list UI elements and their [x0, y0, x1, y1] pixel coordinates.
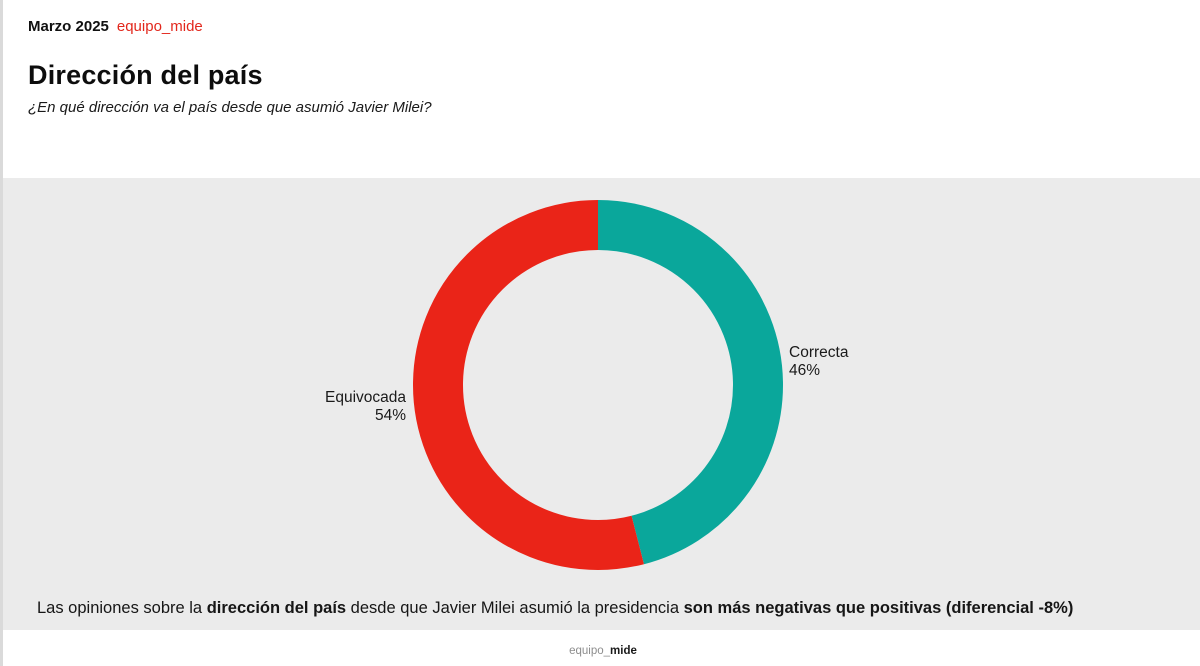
brand-logo-text: equipo_mide: [116, 18, 203, 35]
donut-chart: [413, 200, 783, 570]
footer-brand-prefix: equipo_: [569, 645, 611, 657]
caption-part: dirección del país: [206, 599, 347, 617]
report-date: Marzo 2025: [28, 18, 109, 35]
page-subtitle: ¿En qué dirección va el país desde que a…: [28, 99, 432, 116]
chart-panel: Correcta 46% Equivocada 54% Las opinione…: [3, 178, 1200, 630]
donut-segment-equivocada: [413, 200, 783, 570]
footer-brand: equipo_mide: [569, 645, 637, 657]
segment-name-equivocada: Equivocada: [324, 389, 406, 406]
segment-value-correcta: 46%: [789, 362, 821, 379]
report-header: Marzo 2025 equipo_mide Dirección del país…: [28, 18, 432, 116]
footer-brand-suffix: mide: [610, 645, 637, 657]
caption-part: desde que Javier Milei asumió la preside…: [346, 599, 684, 617]
segment-value-equivocada: 54%: [374, 407, 406, 424]
caption-part: Las opiniones sobre la: [37, 599, 207, 617]
segment-name-correcta: Correcta: [789, 344, 849, 361]
page-title: Dirección del país: [28, 60, 263, 90]
page-footer: equipo_mide: [3, 630, 1200, 666]
label-correcta: Correcta 46%: [789, 344, 848, 380]
insight-caption: Las opiniones sobre la dirección del paí…: [37, 599, 1073, 618]
caption-part: son más negativas que positivas (diferen…: [683, 599, 1074, 617]
label-equivocada: Equivocada 54%: [253, 389, 406, 425]
report-date-line: Marzo 2025 equipo_mide: [28, 18, 432, 35]
